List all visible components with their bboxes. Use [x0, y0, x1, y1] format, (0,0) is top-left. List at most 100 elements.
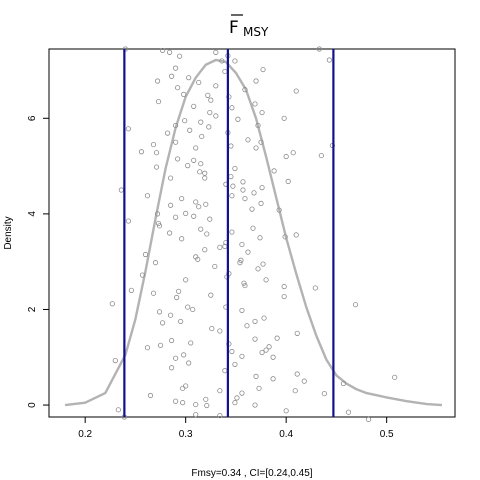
chart-title: F MSY: [229, 14, 269, 39]
data-point: [340, 380, 347, 387]
data-point: [188, 340, 194, 346]
data-point: [281, 283, 287, 290]
data-point: [252, 336, 258, 342]
data-point: [204, 402, 210, 409]
data-point: [159, 47, 166, 54]
data-point: [153, 150, 160, 156]
data-point: [234, 395, 240, 401]
data-point: [253, 78, 259, 84]
data-point: [169, 73, 175, 79]
data-point: [185, 304, 191, 310]
data-point: [198, 119, 204, 125]
data-point: [175, 85, 181, 91]
data-point: [292, 388, 298, 394]
data-point: [186, 360, 192, 366]
data-point: [203, 396, 209, 402]
x-axis-label: Fmsy=0.34 , CI=[0.24,0.45]: [191, 468, 312, 479]
data-point: [144, 345, 151, 351]
data-point: [238, 257, 244, 263]
data-point: [198, 161, 204, 167]
data-point: [217, 412, 223, 419]
data-point: [282, 234, 288, 240]
title-text: F: [229, 18, 239, 38]
data-point: [230, 183, 236, 189]
data-point: [142, 251, 149, 258]
data-point: [202, 247, 208, 253]
data-point: [178, 318, 184, 325]
data-point: [263, 347, 269, 353]
data-point: [183, 277, 189, 283]
data-point: [173, 214, 179, 220]
data-point: [169, 365, 175, 371]
data-point: [241, 280, 247, 286]
data-point: [175, 156, 181, 162]
data-point: [253, 373, 259, 379]
data-point: [229, 105, 235, 111]
data-point: [164, 130, 171, 136]
data-point: [294, 371, 300, 377]
data-point: [232, 58, 238, 64]
data-point: [198, 226, 204, 232]
data-point: [205, 92, 211, 98]
data-point: [285, 178, 291, 184]
x-axis: 0.2 0.3 0.4 0.5: [78, 417, 394, 440]
data-point: [155, 220, 162, 227]
data-point: [195, 256, 201, 262]
data-point: [217, 388, 223, 394]
data-point: [252, 101, 258, 107]
data-point: [232, 400, 238, 406]
data-point: [181, 91, 187, 98]
data-point: [193, 145, 199, 151]
x-tick-label: 0.3: [179, 429, 193, 440]
data-point: [229, 229, 235, 235]
data-point: [318, 152, 324, 159]
data-point: [252, 402, 258, 408]
data-point: [212, 263, 218, 270]
data-point: [255, 122, 261, 129]
data-point: [180, 400, 186, 406]
data-point: [239, 353, 245, 359]
data-point: [166, 230, 173, 236]
data-point: [154, 211, 161, 217]
data-point: [207, 216, 213, 222]
y-tick-label: 2: [27, 306, 38, 312]
y-tick-label: 0: [27, 402, 38, 408]
data-point: [283, 153, 289, 160]
data-point: [255, 266, 261, 272]
data-point: [249, 206, 255, 212]
data-point: [185, 163, 191, 169]
data-point: [235, 116, 241, 122]
data-point: [155, 98, 162, 105]
data-point: [199, 133, 205, 140]
ci-lines-layer: [123, 49, 335, 417]
data-point: [261, 315, 267, 321]
data-point: [213, 83, 219, 89]
data-point: [352, 302, 359, 308]
data-point: [159, 320, 166, 326]
data-point: [244, 323, 250, 329]
data-point: [259, 349, 265, 356]
data-point: [173, 122, 179, 129]
data-point: [259, 185, 265, 191]
data-point: [112, 358, 118, 364]
data-point: [293, 88, 299, 94]
data-point: [266, 344, 272, 350]
data-point: [182, 118, 188, 124]
data-point: [196, 204, 202, 210]
data-point: [109, 301, 115, 307]
y-axis-label: Density: [3, 216, 14, 249]
data-point: [260, 261, 266, 267]
data-point: [365, 416, 372, 422]
y-tick-label: 4: [27, 211, 38, 217]
data-point: [177, 53, 183, 59]
data-point: [193, 199, 199, 205]
data-point: [206, 124, 212, 130]
data-point: [150, 290, 157, 296]
data-point: [312, 285, 318, 291]
data-point: [256, 385, 262, 391]
data-point: [253, 145, 259, 151]
data-point: [274, 335, 280, 341]
data-point: [242, 87, 248, 93]
data-point: [290, 150, 296, 156]
data-point: [229, 348, 235, 355]
